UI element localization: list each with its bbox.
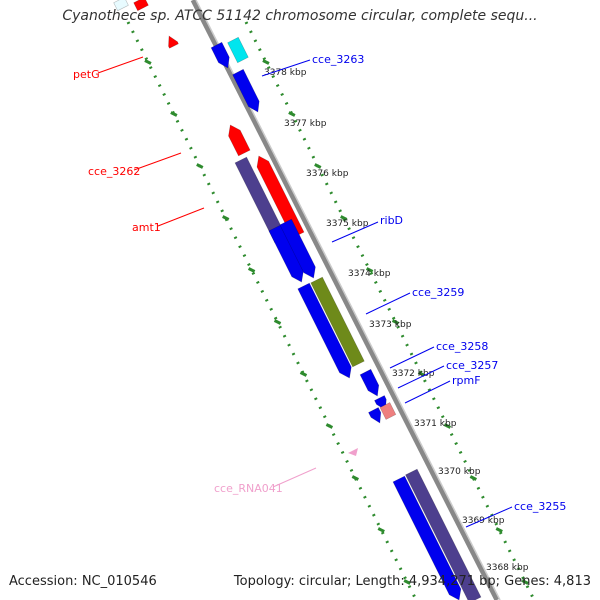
gene-label-leader-line — [465, 506, 513, 528]
inner-tick-mark — [351, 475, 359, 481]
gene-label: cce_3262 — [88, 165, 140, 178]
gene-feature-top-white — [113, 0, 129, 12]
gene-label-leader-line — [365, 292, 411, 315]
outer-tick-mark — [314, 163, 322, 169]
gene-feature-blue-long — [297, 282, 352, 379]
outer-tick-mark — [391, 319, 400, 325]
inner-tick-mark — [377, 527, 385, 533]
kbp-tick-label: 3372 kbp — [392, 369, 435, 379]
gene-label: ribD — [380, 214, 403, 227]
inner-tick-mark — [222, 215, 230, 221]
gene-label: cce_3263 — [312, 53, 364, 66]
outer-tick-mark — [262, 59, 270, 65]
gene-label-leader-line — [272, 467, 317, 488]
kbp-tick-label: 3369 kbp — [462, 516, 505, 526]
gene-label-leader-line — [97, 56, 144, 74]
gene-label: rpmF — [452, 374, 481, 387]
gene-feature-top-red — [133, 0, 149, 12]
inner-tick-mark — [196, 163, 204, 169]
inner-tick-mark — [247, 267, 256, 273]
gene-feature-blue-a — [210, 41, 230, 69]
outer-tick-mark — [340, 215, 348, 221]
gene-label-leader-line — [261, 59, 311, 77]
gene-feature-petG — [168, 35, 179, 49]
gene-label-leader-line — [389, 346, 435, 369]
outer-tick-mark — [417, 371, 426, 377]
outer-tick-mark — [495, 527, 503, 533]
inner-tick-mark — [299, 371, 308, 377]
kbp-tick-label: 3373 kbp — [369, 320, 412, 330]
kbp-tick-label: 3374 kbp — [348, 269, 391, 279]
gene-feature-cce-3262 — [228, 124, 251, 157]
kbp-tick-label: 3378 kbp — [264, 68, 307, 78]
kbp-tick-label: 3376 kbp — [306, 169, 349, 179]
kbp-tick-label: 3375 kbp — [326, 219, 369, 229]
inner-tick-mark — [273, 319, 282, 325]
gene-feature-cce-3259 — [310, 276, 365, 368]
gene-feature-blue-b — [232, 68, 260, 113]
gene-label: petG — [73, 68, 100, 81]
gene-label-leader-line — [331, 221, 379, 243]
inner-tick-mark — [403, 579, 411, 585]
gene-label-leader-line — [397, 365, 445, 389]
gene-label: amt1 — [132, 221, 161, 234]
outer-tick-mark — [365, 267, 374, 273]
gene-feature-rpmF — [368, 407, 382, 424]
gene-label: cce_3257 — [446, 359, 498, 372]
kbp-tick-label: 3371 kbp — [414, 419, 457, 429]
inner-tick-mark — [325, 423, 334, 429]
gene-feature-cce-3263 — [227, 36, 249, 64]
gene-feature-cce-3255-a — [392, 475, 462, 600]
gene-label-leader-line — [404, 380, 451, 404]
gene-feature-ribD-b — [279, 218, 316, 279]
gene-feature-cce-3258 — [359, 368, 380, 397]
inner-tick-mark — [144, 59, 152, 65]
outer-tick-mark — [469, 475, 477, 481]
gene-feature-pink — [379, 402, 397, 420]
gene-feature-cce-3255-b — [405, 468, 482, 600]
backbone-line — [190, 0, 500, 600]
inner-tick-mark — [170, 111, 178, 117]
accession-text: Accession: NC_010546 — [9, 574, 157, 589]
sequence-summary-text: Topology: circular; Length: 4,934,271 bp… — [233, 574, 591, 589]
kbp-tick-label: 3368 kbp — [486, 563, 529, 573]
gene-label: cce_3259 — [412, 286, 464, 299]
gene-label: cce_RNA041 — [214, 482, 283, 495]
gene-feature-cce-RNA041 — [348, 448, 358, 456]
gene-label-leader-line — [133, 152, 182, 171]
gene-label: cce_3258 — [436, 340, 488, 353]
gene-label-leader-line — [157, 207, 205, 227]
gene-label: cce_3255 — [514, 500, 566, 513]
outer-tick-mark — [521, 579, 529, 585]
outer-tick-mark — [443, 423, 452, 429]
outer-tick-mark — [288, 111, 296, 117]
page-title: Cyanothece sp. ATCC 51142 chromosome cir… — [62, 8, 538, 24]
kbp-tick-label: 3377 kbp — [284, 119, 327, 129]
kbp-tick-label: 3370 kbp — [438, 467, 481, 477]
